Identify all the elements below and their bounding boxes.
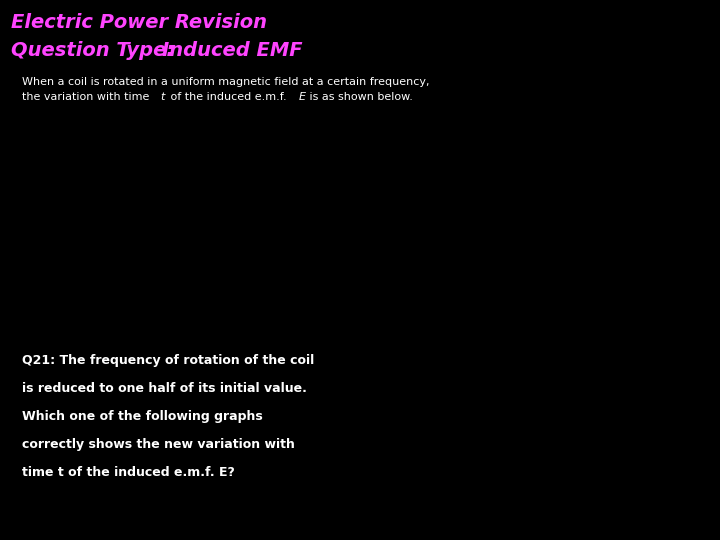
Text: of the induced e.m.f.: of the induced e.m.f. (167, 92, 290, 102)
Text: A.: A. (367, 111, 379, 122)
Text: E: E (33, 112, 41, 125)
Text: 0: 0 (543, 350, 548, 360)
Text: D.: D. (544, 276, 555, 286)
Text: When a coil is rotated in a uniform magnetic field at a certain frequency,: When a coil is rotated in a uniform magn… (22, 77, 429, 87)
Text: the variation with time: the variation with time (22, 92, 153, 102)
Text: t: t (714, 202, 718, 211)
Text: C.: C. (367, 276, 378, 286)
Text: correctly shows the new variation with: correctly shows the new variation with (22, 438, 294, 451)
Text: 0: 0 (366, 350, 372, 360)
Text: E: E (549, 294, 555, 303)
Text: E: E (373, 130, 379, 138)
Text: t: t (538, 367, 541, 376)
Text: B.: B. (544, 111, 554, 122)
Text: Electric Power Revision: Electric Power Revision (11, 14, 267, 32)
Text: 0: 0 (366, 186, 372, 195)
Text: Question Type:: Question Type: (11, 40, 174, 59)
Text: 0: 0 (543, 186, 548, 195)
Text: E: E (373, 294, 379, 303)
Text: E: E (299, 92, 306, 102)
Text: t: t (714, 367, 718, 376)
Text: is as shown below.: is as shown below. (306, 92, 413, 102)
Text: Which one of the following graphs: Which one of the following graphs (22, 410, 262, 423)
Text: t: t (538, 202, 541, 211)
Text: is reduced to one half of its initial value.: is reduced to one half of its initial va… (22, 382, 307, 395)
Text: E: E (549, 130, 555, 138)
Text: time t of the induced e.m.f. E?: time t of the induced e.m.f. E? (22, 466, 235, 479)
Text: Induced EMF: Induced EMF (162, 40, 302, 59)
Text: t: t (160, 92, 164, 102)
Text: Q21: The frequency of rotation of the coil: Q21: The frequency of rotation of the co… (22, 354, 314, 367)
Text: t: t (342, 225, 347, 238)
Text: 0: 0 (23, 202, 30, 212)
